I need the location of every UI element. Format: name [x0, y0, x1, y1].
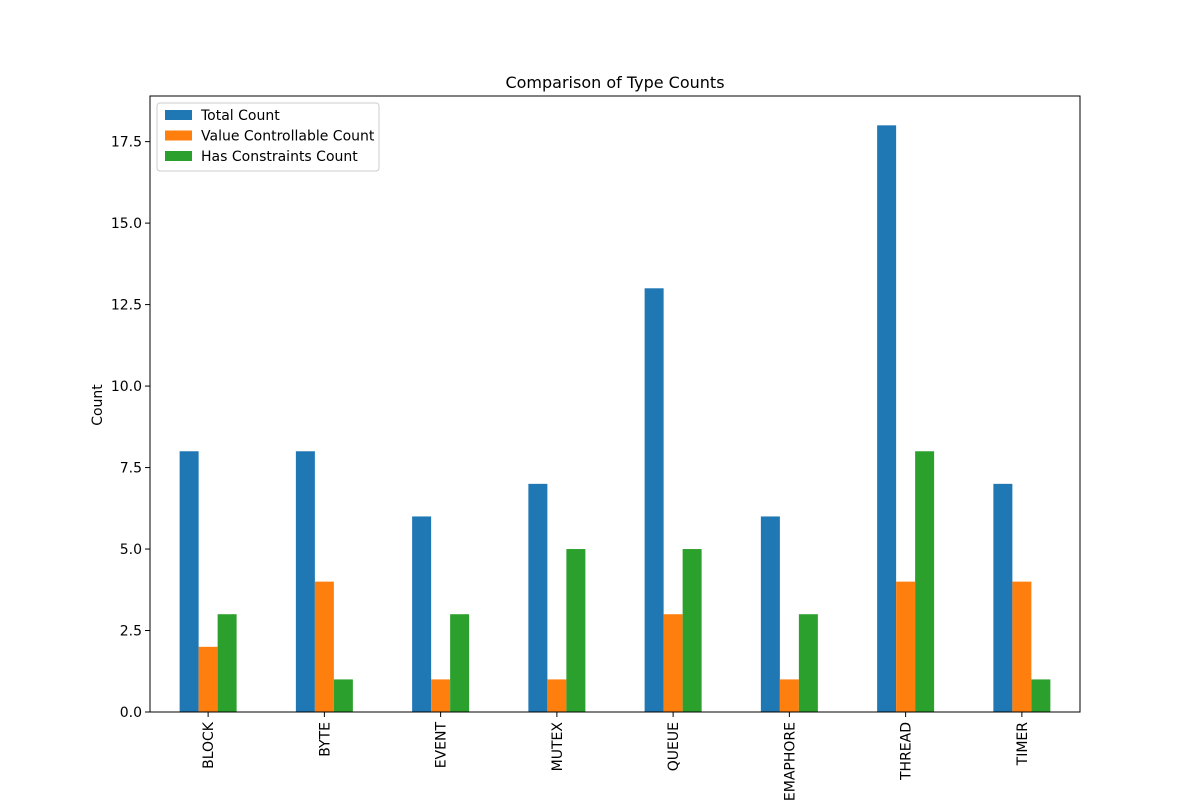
- x-tick-label: QUEUE: [666, 722, 682, 771]
- bar-timer-value-controllable-count: [1012, 581, 1032, 712]
- y-tick-label: 2.5: [120, 624, 142, 640]
- y-tick-label: 10.0: [111, 379, 142, 395]
- bar-queue-total-count: [644, 288, 664, 712]
- x-tick-label: THREAD: [899, 722, 915, 781]
- bar-timer-has-constraints-count: [1031, 679, 1051, 712]
- x-tick-label: SEMAPHORE: [782, 722, 798, 800]
- y-tick-label: 7.5: [120, 461, 142, 477]
- bar-semaphore-total-count: [760, 516, 780, 712]
- bar-semaphore-has-constraints-count: [798, 614, 818, 712]
- bar-block-has-constraints-count: [217, 614, 237, 712]
- y-axis-label: Count: [90, 384, 106, 426]
- bar-mutex-has-constraints-count: [566, 549, 586, 712]
- y-tick-label: 17.5: [111, 135, 142, 151]
- bar-thread-value-controllable-count: [896, 581, 916, 712]
- legend-box: [156, 102, 380, 172]
- bar-event-value-controllable-count: [431, 679, 451, 712]
- x-tick-label: BYTE: [317, 722, 333, 757]
- bar-block-total-count: [179, 451, 199, 712]
- bar-event-has-constraints-count: [450, 614, 470, 712]
- bar-block-value-controllable-count: [198, 646, 218, 712]
- legend-swatch: [165, 151, 192, 161]
- legend-label: Has Constraints Count: [201, 149, 358, 165]
- bar-byte-total-count: [295, 451, 315, 712]
- chart-title: Comparison of Type Counts: [505, 73, 724, 92]
- bar-mutex-value-controllable-count: [547, 679, 567, 712]
- y-tick-label: 5.0: [120, 542, 142, 558]
- legend-swatch: [165, 130, 192, 141]
- y-tick-label: 15.0: [111, 216, 142, 232]
- bar-byte-value-controllable-count: [314, 581, 334, 712]
- x-tick-label: EVENT: [434, 722, 450, 769]
- x-tick-label: TIMER: [1015, 722, 1031, 767]
- bar-queue-has-constraints-count: [682, 549, 702, 712]
- x-tick-label: BLOCK: [201, 721, 217, 769]
- legend: Total Count Value Controllable Count Has C…: [156, 102, 380, 172]
- legend-label: Value Controllable Count: [201, 129, 375, 145]
- x-tick-label: MUTEX: [550, 722, 566, 772]
- bar-event-total-count: [412, 516, 432, 712]
- plot-area: 0.0 2.5 5.0 7.5 10.0 12.5 15.0 17.5 BLOCK BYTE EVE…: [111, 95, 1081, 800]
- bar-timer-total-count: [993, 483, 1013, 712]
- legend-label: Total Count: [200, 108, 280, 124]
- axes-frame: [149, 95, 1081, 713]
- bar-byte-has-constraints-count: [333, 679, 353, 712]
- legend-swatch: [165, 110, 192, 120]
- bar-mutex-total-count: [528, 483, 548, 712]
- bar-thread-has-constraints-count: [915, 451, 935, 712]
- y-tick-label: 12.5: [111, 298, 142, 314]
- y-tick-label: 0.0: [120, 705, 142, 721]
- bar-thread-total-count: [877, 125, 897, 713]
- bar-queue-value-controllable-count: [663, 614, 683, 712]
- bar-semaphore-value-controllable-count: [779, 679, 799, 712]
